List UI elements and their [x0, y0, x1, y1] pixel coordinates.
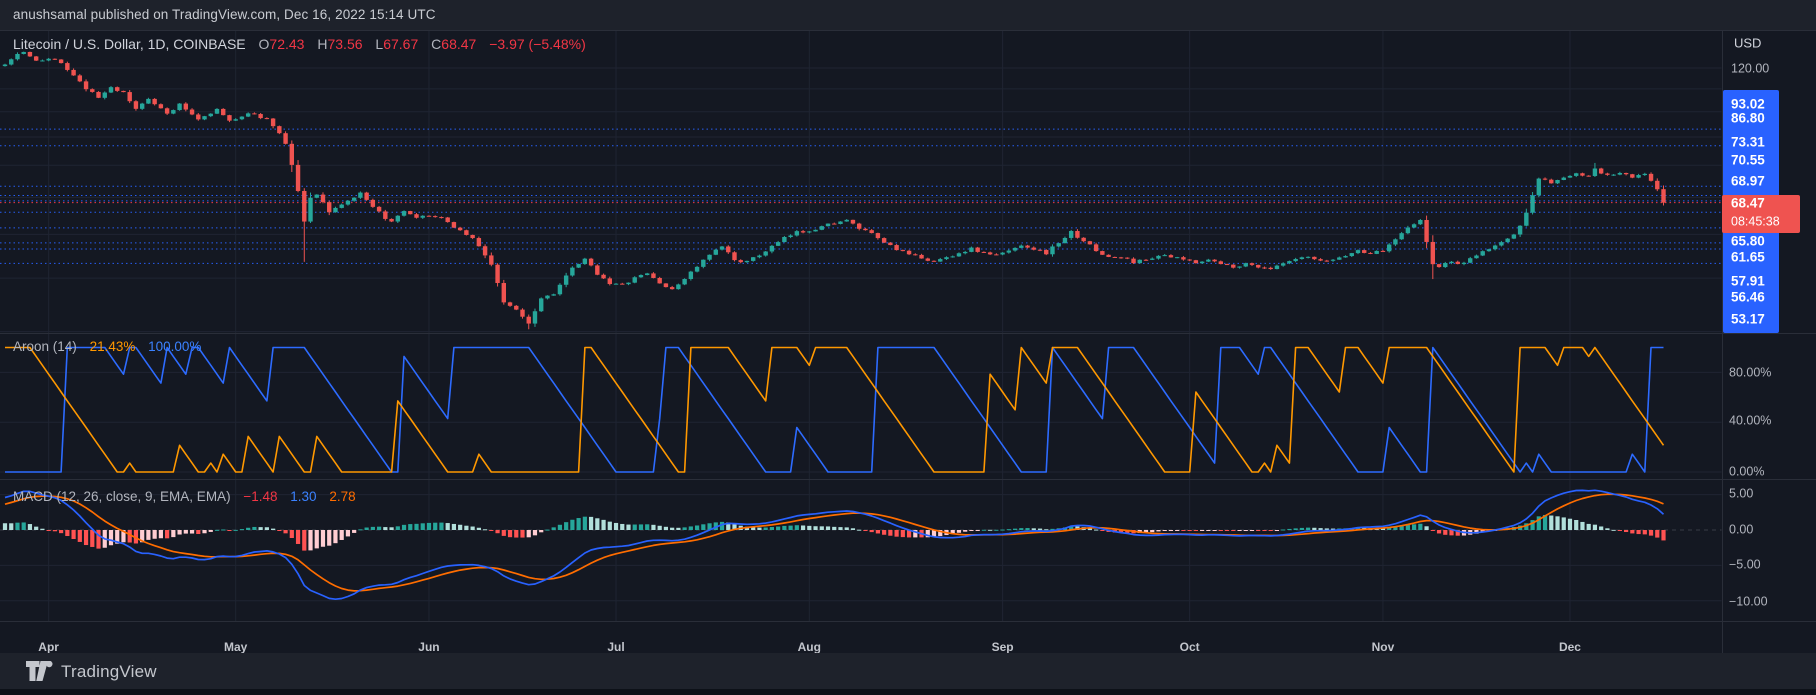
- svg-text:Jun: Jun: [418, 640, 439, 654]
- svg-text:Sep: Sep: [992, 640, 1014, 654]
- svg-text:−5.00: −5.00: [1729, 557, 1761, 571]
- svg-text:Aug: Aug: [798, 640, 821, 654]
- published-line: anushsamal published on TradingView.com,…: [13, 7, 436, 22]
- aroon-legend: Aroon (14) 21.43% 100.00%: [13, 339, 201, 354]
- low-value: 67.67: [383, 36, 419, 52]
- price-axis: USD120.0093.0286.8073.3170.5568.9765.806…: [1722, 35, 1800, 608]
- svg-text:93.02: 93.02: [1731, 97, 1765, 112]
- svg-text:08:45:38: 08:45:38: [1731, 214, 1780, 228]
- high-value: 73.56: [327, 36, 363, 52]
- close-value: 68.47: [441, 36, 477, 52]
- svg-text:Oct: Oct: [1180, 640, 1200, 654]
- svg-text:0.00: 0.00: [1729, 522, 1753, 536]
- tradingview-logo-icon: [26, 661, 53, 681]
- tradingview-logo[interactable]: TradingView: [26, 661, 157, 682]
- aroon-lines: [5, 346, 1665, 473]
- svg-text:80.00%: 80.00%: [1729, 365, 1771, 379]
- close-label: C: [431, 36, 442, 52]
- svg-text:Jul: Jul: [607, 640, 624, 654]
- header-bar: anushsamal published on TradingView.com,…: [0, 0, 1816, 30]
- svg-text:120.00: 120.00: [1731, 61, 1769, 75]
- macd-line-value: 1.30: [290, 489, 317, 504]
- macd-plot: [2, 489, 1666, 601]
- current-price-label: [1722, 195, 1800, 233]
- change-value: −3.97 (−5.48%): [489, 36, 586, 52]
- svg-text:0.00%: 0.00%: [1729, 464, 1764, 478]
- symbol-legend: Litecoin / U.S. Dollar, 1D, COINBASE O72…: [13, 36, 586, 52]
- macd-signal-value: 2.78: [329, 489, 356, 504]
- svg-text:Dec: Dec: [1559, 640, 1581, 654]
- svg-text:61.65: 61.65: [1731, 250, 1765, 265]
- svg-text:70.55: 70.55: [1731, 153, 1765, 168]
- price-level-lines: [0, 128, 1722, 264]
- macd-name[interactable]: MACD (12, 26, close, 9, EMA, EMA): [13, 489, 231, 504]
- svg-text:40.00%: 40.00%: [1729, 413, 1771, 427]
- tradingview-logo-text: TradingView: [61, 661, 157, 681]
- high-label: H: [317, 36, 328, 52]
- svg-text:86.80: 86.80: [1731, 111, 1765, 126]
- footer-bar: [0, 653, 1816, 689]
- low-label: L: [375, 36, 384, 52]
- svg-text:56.46: 56.46: [1731, 290, 1765, 305]
- svg-text:Apr: Apr: [38, 640, 59, 654]
- aroon-up-value: 21.43%: [89, 339, 136, 354]
- svg-text:5.00: 5.00: [1729, 486, 1753, 500]
- open-value: 72.43: [269, 36, 305, 52]
- svg-text:73.31: 73.31: [1731, 135, 1765, 150]
- svg-text:65.80: 65.80: [1731, 234, 1765, 249]
- macd-hist-value: −1.48: [243, 489, 278, 504]
- aroon-down-value: 100.00%: [148, 339, 202, 354]
- svg-text:68.97: 68.97: [1731, 174, 1765, 189]
- symbol-title[interactable]: Litecoin / U.S. Dollar, 1D, COINBASE: [13, 36, 246, 52]
- svg-text:−10.00: −10.00: [1729, 594, 1768, 608]
- open-label: O: [258, 36, 270, 52]
- bottom-edge: [0, 689, 1816, 695]
- svg-text:Nov: Nov: [1372, 640, 1395, 654]
- time-axis: Apr May Jun Jul Aug Sep Oct Nov Dec: [38, 640, 1581, 654]
- svg-text:57.91: 57.91: [1731, 274, 1765, 289]
- aroon-name[interactable]: Aroon (14): [13, 339, 77, 354]
- svg-text:USD: USD: [1734, 35, 1761, 50]
- macd-legend: MACD (12, 26, close, 9, EMA, EMA) −1.48 …: [13, 489, 356, 504]
- svg-text:68.47: 68.47: [1731, 196, 1765, 211]
- candles: [2, 51, 1666, 330]
- svg-text:May: May: [224, 640, 248, 654]
- svg-text:53.17: 53.17: [1731, 312, 1765, 327]
- grid: [0, 30, 1722, 621]
